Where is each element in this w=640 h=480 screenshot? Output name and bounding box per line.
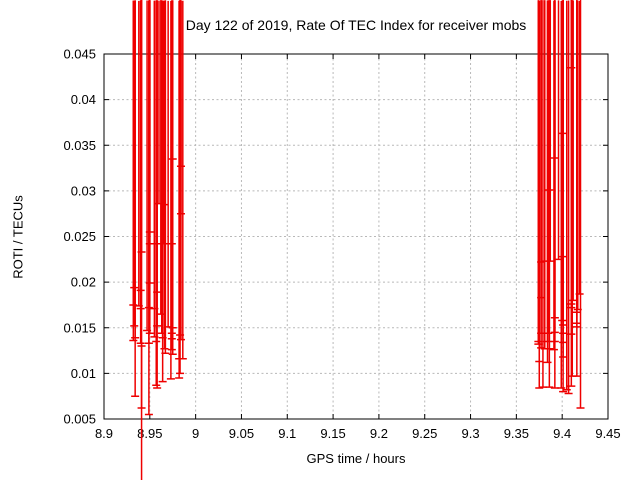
y-tick-label: 0.025 xyxy=(63,229,96,244)
x-tick-label: 9.25 xyxy=(412,426,437,441)
data-point-marker xyxy=(543,0,552,364)
x-tick-label: 9.3 xyxy=(462,426,480,441)
y-tick-label: 0.03 xyxy=(71,183,96,198)
data-point-marker xyxy=(129,0,138,342)
data-point-marker xyxy=(167,0,176,351)
data-point-marker xyxy=(572,0,581,377)
x-tick-label: 9.05 xyxy=(229,426,254,441)
chart-title: Day 122 of 2019, Rate Of TEC Index for r… xyxy=(185,17,527,33)
data-point-marker xyxy=(559,0,568,393)
data-point-marker xyxy=(166,0,175,380)
y-tick-label: 0.005 xyxy=(63,412,96,427)
y-tick-label: 0.015 xyxy=(63,320,96,335)
x-tick-label: 8.9 xyxy=(95,426,113,441)
data-point-marker xyxy=(175,0,184,379)
data-point-marker xyxy=(168,0,177,355)
x-tick-label: 9 xyxy=(192,426,199,441)
y-tick-label: 0.02 xyxy=(71,275,96,290)
data-point-marker xyxy=(544,0,553,334)
data-point-marker xyxy=(176,0,185,375)
y-tick-label: 0.04 xyxy=(71,92,96,107)
data-point-marker xyxy=(153,0,162,389)
x-tick-label: 9.2 xyxy=(370,426,388,441)
data-point-marker xyxy=(545,0,554,388)
data-point-marker xyxy=(564,0,573,395)
data-point-marker xyxy=(562,0,571,391)
data-point-marker xyxy=(130,0,139,327)
data-point-marker xyxy=(557,0,566,389)
data-point-marker xyxy=(158,0,167,383)
data-point-marker xyxy=(537,0,546,349)
y-tick-label: 0.01 xyxy=(71,366,96,381)
data-point-marker xyxy=(136,0,145,345)
x-tick-label: 9.4 xyxy=(553,426,571,441)
y-tick-label: 0.045 xyxy=(63,47,96,62)
data-point-marker xyxy=(576,0,585,409)
data-point-marker xyxy=(152,0,161,386)
data-point-marker xyxy=(549,0,558,351)
data-point-marker xyxy=(535,0,544,389)
data-point-marker xyxy=(538,0,547,388)
data-point-marker xyxy=(156,0,165,315)
x-tick-label: 9.45 xyxy=(595,426,620,441)
data-point-marker xyxy=(568,0,577,377)
data-point-marker xyxy=(558,0,567,322)
data-point-marker xyxy=(569,0,578,302)
x-tick-label: 9.1 xyxy=(278,426,296,441)
x-tick-label: 8.95 xyxy=(137,426,162,441)
data-point-marker xyxy=(160,0,169,350)
data-point-marker xyxy=(144,0,153,416)
data-point-marker xyxy=(550,0,559,389)
data-point-marker xyxy=(137,0,146,409)
x-axis-label: GPS time / hours xyxy=(306,451,406,466)
data-point-marker xyxy=(131,0,140,397)
data-point-marker xyxy=(145,0,154,334)
x-tick-label: 9.35 xyxy=(504,426,529,441)
x-tick-label: 9.15 xyxy=(320,426,345,441)
data-point-marker xyxy=(176,0,185,341)
y-tick-label: 0.035 xyxy=(63,138,96,153)
plot-border xyxy=(103,53,609,420)
